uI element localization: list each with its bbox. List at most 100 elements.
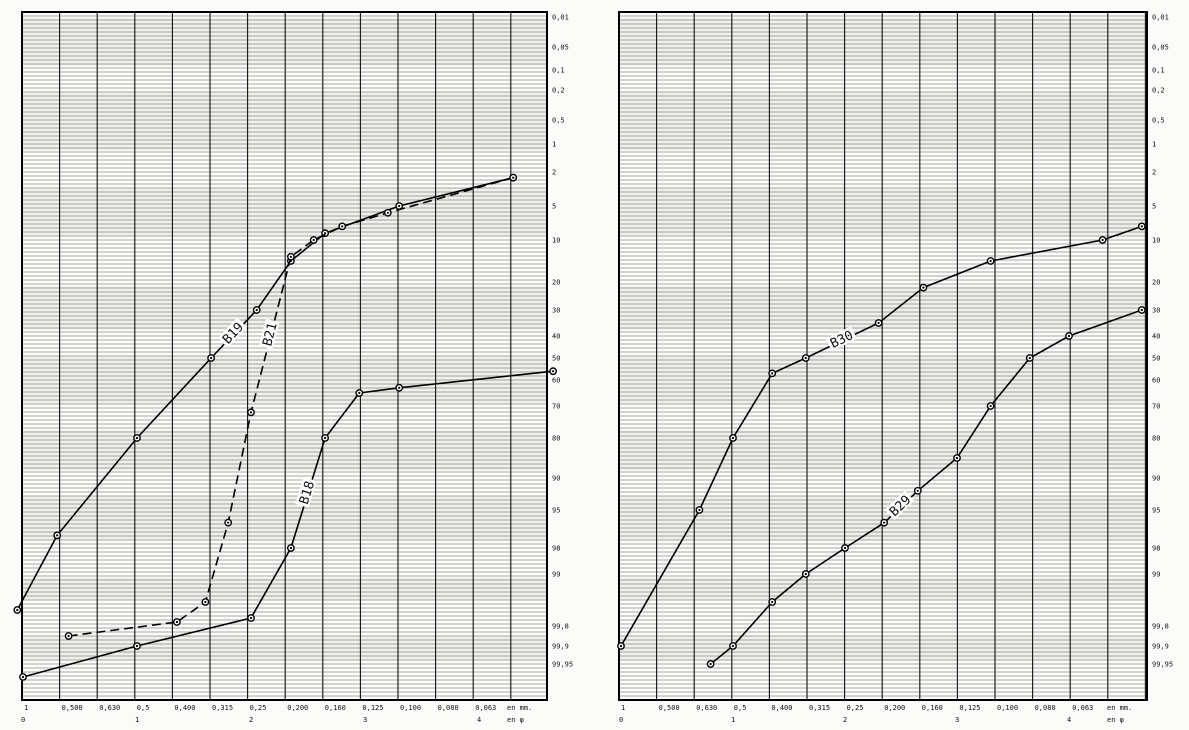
y-tick-label: 0,1	[1152, 67, 1165, 75]
data-point-center	[16, 608, 19, 612]
grid-band	[619, 430, 1147, 470]
data-point-center	[398, 386, 401, 389]
y-tick-label: 70	[552, 403, 560, 411]
y-tick-label: 0,05	[552, 44, 569, 52]
x-tick-label-mm: 0,125	[959, 704, 980, 712]
y-tick-label: 30	[1152, 307, 1160, 315]
grid-band	[619, 496, 1147, 540]
grid-band	[619, 92, 1147, 150]
data-point-center	[1140, 225, 1143, 228]
x-tick-label-mm: 0,315	[809, 704, 830, 712]
y-tick-label: 60	[552, 377, 560, 385]
data-point-center	[512, 176, 515, 179]
x-tick-label-mm: 0,063	[1072, 704, 1093, 712]
x-tick-label-mm: 1	[621, 704, 625, 712]
grid-band	[619, 18, 1147, 66]
data-point-center	[552, 370, 555, 373]
x-tick-label-mm: 0,5	[734, 704, 747, 712]
y-tick-label: 99,8	[1152, 623, 1169, 631]
y-tick-label: 0,2	[1152, 87, 1165, 95]
x-tick-label-mm: 1	[24, 704, 28, 712]
x-unit-phi: en φ	[507, 716, 524, 724]
series-line-b21	[68, 176, 514, 637]
data-point-center	[883, 521, 886, 524]
data-point-center	[67, 634, 70, 638]
grid-band	[22, 430, 547, 470]
y-tick-label: 70	[1152, 403, 1160, 411]
data-point-center	[916, 489, 919, 492]
y-tick-label: 0,1	[552, 67, 565, 75]
y-tick-label: 10	[1152, 237, 1160, 245]
x-tick-label-phi: 1	[731, 716, 735, 724]
y-tick-label: 50	[1152, 355, 1160, 363]
data-point-center	[324, 232, 327, 235]
y-tick-label: 98	[552, 545, 560, 553]
data-point-center	[709, 662, 712, 666]
y-tick-label: 50	[552, 355, 560, 363]
x-tick-label-mm: 0,200	[884, 704, 905, 712]
series-label-bg	[217, 317, 248, 348]
x-tick-label-mm: 0,400	[771, 704, 792, 712]
data-point-center	[386, 211, 389, 214]
x-tick-label-mm: 0,100	[400, 704, 421, 712]
series-label-group: B18	[295, 476, 318, 508]
y-tick-label: 80	[1152, 435, 1160, 443]
grid-band	[22, 18, 547, 66]
x-tick-label-mm: 0,500	[659, 704, 680, 712]
x-unit-phi: en φ	[1107, 716, 1124, 724]
y-tick-label: 0,01	[552, 14, 569, 22]
grid-band	[22, 496, 547, 540]
x-tick-label-mm: 0,100	[997, 704, 1018, 712]
x-tick-label-phi: 1	[135, 716, 139, 724]
data-point-center	[989, 259, 992, 263]
y-tick-label: 95	[1152, 507, 1160, 515]
x-tick-label-mm: 0,630	[696, 704, 717, 712]
plot-frame	[21, 11, 548, 701]
data-point-center	[289, 255, 292, 258]
data-point-center	[175, 620, 178, 624]
y-tick-label: 99,95	[552, 661, 573, 669]
data-point-center	[324, 436, 327, 440]
y-tick-label: 40	[1152, 333, 1160, 341]
x-tick-label-phi: 4	[477, 716, 481, 724]
y-tick-label: 0,2	[552, 87, 565, 95]
x-tick-label-mm: 0,5	[137, 704, 150, 712]
x-tick-label-mm: 0,500	[62, 704, 83, 712]
y-tick-label: 95	[552, 507, 560, 515]
x-tick-label-mm: 0,315	[212, 704, 233, 712]
data-point-center	[698, 508, 701, 512]
y-tick-label: 98	[1152, 545, 1160, 553]
data-point-center	[255, 308, 258, 312]
x-tick-label-mm: 0,630	[99, 704, 120, 712]
y-tick-label: 99	[1152, 571, 1160, 579]
data-point-center	[989, 404, 992, 408]
y-tick-label: 1	[552, 141, 556, 149]
y-tick-label: 5	[1152, 203, 1156, 211]
x-tick-label-phi: 2	[843, 716, 847, 724]
x-tick-label-mm: 0,125	[362, 704, 383, 712]
data-point-center	[804, 572, 807, 576]
series-label-bg	[825, 326, 857, 352]
y-tick-label: 80	[552, 435, 560, 443]
chart-left: 0,010,050,10,20,512510203040506070809095…	[13, 11, 573, 724]
data-point-center	[249, 411, 253, 414]
y-tick-label: 99,95	[1152, 661, 1173, 669]
x-tick-label-mm: 0,200	[287, 704, 308, 712]
y-tick-label: 20	[1152, 279, 1160, 287]
y-tick-label: 1	[1152, 141, 1156, 149]
y-tick-label: 99	[552, 571, 560, 579]
data-point-center	[135, 644, 139, 648]
data-point-center	[804, 356, 807, 360]
x-tick-label-mm: 0,160	[922, 704, 943, 712]
data-point-center	[619, 644, 623, 648]
data-point-center	[955, 456, 959, 460]
x-tick-label-mm: 0,160	[325, 704, 346, 712]
x-tick-label-mm: 0,25	[250, 704, 267, 712]
y-tick-label: 0,5	[552, 117, 565, 125]
series-label-bg	[258, 318, 280, 350]
y-tick-label: 99,9	[552, 643, 569, 651]
data-point-center	[21, 675, 25, 679]
y-tick-label: 5	[552, 203, 556, 211]
x-tick-label-mm: 0,080	[1035, 704, 1056, 712]
